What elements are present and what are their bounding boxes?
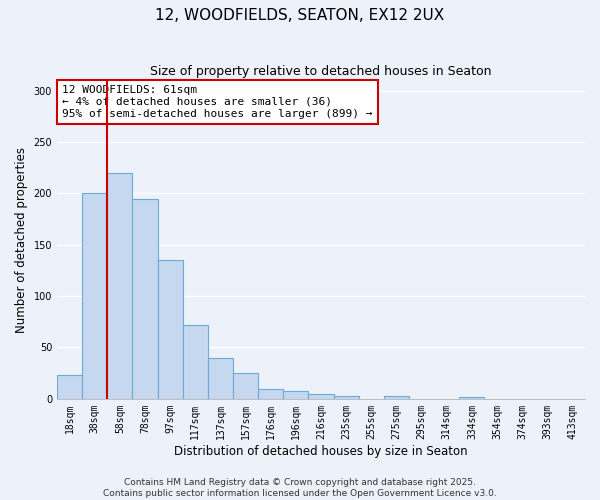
Bar	[82, 194, 107, 399]
Bar	[133, 198, 158, 399]
Bar	[258, 388, 283, 399]
Text: 12 WOODFIELDS: 61sqm
← 4% of detached houses are smaller (36)
95% of semi-detach: 12 WOODFIELDS: 61sqm ← 4% of detached ho…	[62, 86, 373, 118]
Bar	[158, 260, 183, 399]
Bar	[208, 358, 233, 399]
Bar	[334, 396, 359, 399]
Text: 12, WOODFIELDS, SEATON, EX12 2UX: 12, WOODFIELDS, SEATON, EX12 2UX	[155, 8, 445, 22]
Bar	[57, 375, 82, 399]
Bar	[384, 396, 409, 399]
Bar	[183, 325, 208, 399]
Text: Contains HM Land Registry data © Crown copyright and database right 2025.
Contai: Contains HM Land Registry data © Crown c…	[103, 478, 497, 498]
Bar	[308, 394, 334, 399]
Bar	[233, 373, 258, 399]
Bar	[459, 397, 484, 399]
Bar	[107, 173, 133, 399]
X-axis label: Distribution of detached houses by size in Seaton: Distribution of detached houses by size …	[174, 444, 468, 458]
Bar	[283, 390, 308, 399]
Y-axis label: Number of detached properties: Number of detached properties	[15, 146, 28, 332]
Title: Size of property relative to detached houses in Seaton: Size of property relative to detached ho…	[150, 65, 492, 78]
